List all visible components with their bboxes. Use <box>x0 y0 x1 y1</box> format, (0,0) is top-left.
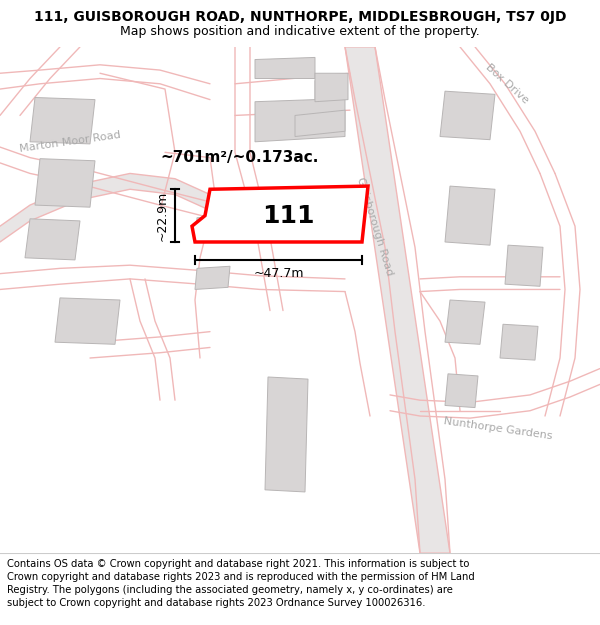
Polygon shape <box>255 58 315 79</box>
Polygon shape <box>35 159 95 208</box>
Text: Box Drive: Box Drive <box>484 62 530 106</box>
Polygon shape <box>445 300 485 344</box>
Polygon shape <box>0 173 210 242</box>
Text: 111: 111 <box>262 204 314 228</box>
Polygon shape <box>265 377 308 492</box>
Polygon shape <box>505 245 543 286</box>
Text: Guisborough Road: Guisborough Road <box>355 176 395 277</box>
Polygon shape <box>500 324 538 360</box>
Text: ~701m²/~0.173ac.: ~701m²/~0.173ac. <box>161 150 319 165</box>
Polygon shape <box>345 47 450 553</box>
Text: Nunthorpe Gardens: Nunthorpe Gardens <box>443 416 553 441</box>
Text: ~22.9m: ~22.9m <box>155 191 169 241</box>
Polygon shape <box>295 110 345 136</box>
Polygon shape <box>445 374 478 408</box>
Text: Map shows position and indicative extent of the property.: Map shows position and indicative extent… <box>120 26 480 39</box>
Polygon shape <box>440 91 495 139</box>
Polygon shape <box>25 219 80 260</box>
Polygon shape <box>55 298 120 344</box>
Polygon shape <box>30 98 95 144</box>
Polygon shape <box>445 186 495 245</box>
Text: 111, GUISBOROUGH ROAD, NUNTHORPE, MIDDLESBROUGH, TS7 0JD: 111, GUISBOROUGH ROAD, NUNTHORPE, MIDDLE… <box>34 10 566 24</box>
Text: ~47.7m: ~47.7m <box>253 267 304 280</box>
Polygon shape <box>195 216 232 242</box>
Polygon shape <box>195 266 230 289</box>
Polygon shape <box>315 73 348 102</box>
Text: Marton Moor Road: Marton Moor Road <box>19 130 121 154</box>
Polygon shape <box>192 186 368 242</box>
Text: Contains OS data © Crown copyright and database right 2021. This information is : Contains OS data © Crown copyright and d… <box>7 559 475 609</box>
Polygon shape <box>255 81 345 142</box>
